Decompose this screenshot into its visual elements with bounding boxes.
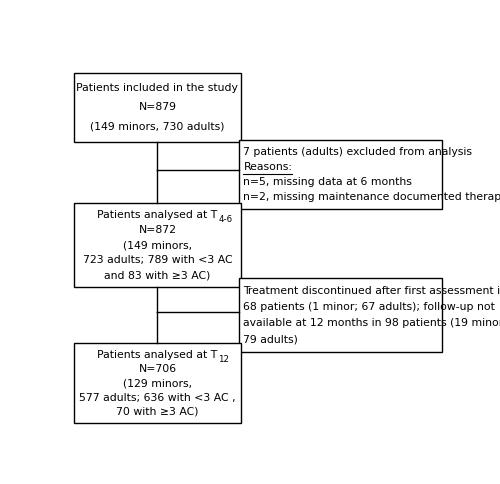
Text: 577 adults; 636 with <3 AC ,: 577 adults; 636 with <3 AC ,	[79, 393, 236, 403]
Text: 4-6: 4-6	[218, 215, 232, 225]
Text: (149 minors,: (149 minors,	[123, 241, 192, 250]
Bar	[74, 203, 240, 287]
Bar	[74, 73, 240, 142]
Text: Patients included in the study: Patients included in the study	[76, 83, 238, 93]
Text: n=2, missing maintenance documented therapy: n=2, missing maintenance documented ther…	[244, 192, 500, 202]
Text: 7 patients (adults) excluded from analysis: 7 patients (adults) excluded from analys…	[244, 147, 472, 157]
Text: n=5, missing data at 6 months: n=5, missing data at 6 months	[244, 177, 412, 187]
Bar	[239, 140, 442, 209]
Text: Reasons:: Reasons:	[244, 162, 292, 172]
Bar	[74, 343, 240, 424]
Text: 12: 12	[218, 355, 230, 363]
Text: Patients analysed at T: Patients analysed at T	[98, 349, 218, 360]
Text: Patients analysed at T: Patients analysed at T	[98, 211, 218, 220]
Text: available at 12 months in 98 patients (19 minors;: available at 12 months in 98 patients (1…	[244, 318, 500, 328]
Text: 70 with ≥3 AC): 70 with ≥3 AC)	[116, 407, 198, 417]
Text: (149 minors, 730 adults): (149 minors, 730 adults)	[90, 121, 224, 132]
Text: N=879: N=879	[138, 103, 176, 112]
Text: (129 minors,: (129 minors,	[123, 378, 192, 388]
Text: 68 patients (1 minor; 67 adults); follow-up not: 68 patients (1 minor; 67 adults); follow…	[244, 302, 496, 312]
Text: and 83 with ≥3 AC): and 83 with ≥3 AC)	[104, 270, 210, 280]
Bar	[239, 278, 442, 352]
Text: 723 adults; 789 with <3 AC: 723 adults; 789 with <3 AC	[82, 256, 232, 265]
Text: Treatment discontinued after first assessment in: Treatment discontinued after first asses…	[244, 286, 500, 296]
Text: 79 adults): 79 adults)	[244, 334, 298, 345]
Text: N=872: N=872	[138, 226, 176, 235]
Text: N=706: N=706	[138, 364, 176, 374]
